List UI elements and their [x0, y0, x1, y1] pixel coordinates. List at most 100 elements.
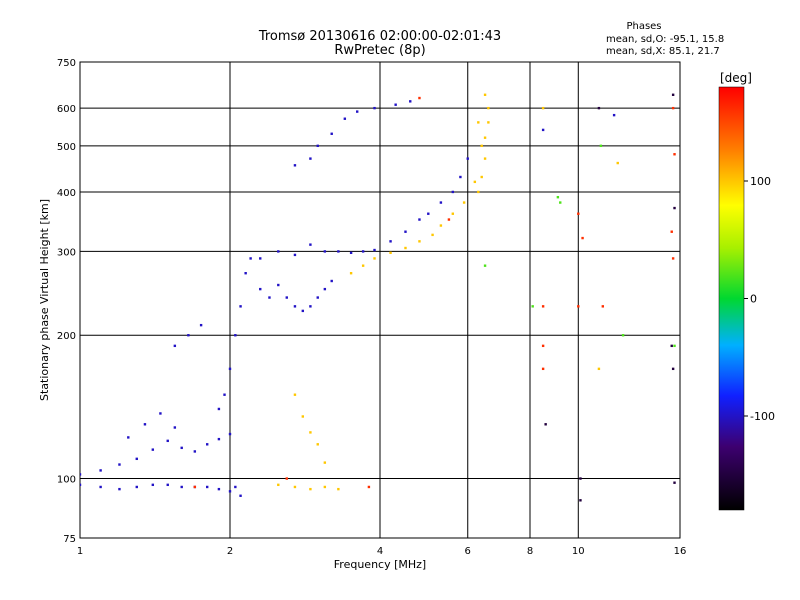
data-point: [349, 251, 353, 255]
data-point: [277, 483, 280, 487]
data-point: [349, 272, 353, 275]
data-point: [541, 367, 545, 371]
data-points: [80, 93, 676, 502]
data-point: [361, 264, 365, 267]
x-tick-label: 6: [465, 546, 471, 557]
data-point: [597, 106, 601, 110]
phase-box-line-x: mean, sd,X: 85.1, 21.7: [606, 46, 720, 57]
colorbar-tick-label: 100: [750, 175, 771, 188]
data-point: [483, 264, 487, 267]
x-axis-label: Frequency [MHz]: [334, 558, 426, 571]
colorbar-tick-label: 0: [750, 293, 757, 306]
x-tick-label: 10: [572, 546, 585, 557]
colorbar-ticks: 100 0 -100: [744, 175, 775, 423]
data-point: [373, 106, 376, 110]
chart-subtitle: RwPretec (8p): [334, 43, 425, 58]
data-point: [234, 334, 237, 337]
data-point: [487, 106, 490, 110]
y-tick-label: 100: [57, 475, 76, 486]
data-point: [487, 121, 490, 124]
data-point: [199, 323, 203, 327]
data-point: [173, 426, 177, 429]
data-point: [367, 485, 371, 489]
data-point: [541, 106, 545, 110]
data-point: [239, 305, 242, 308]
data-point: [673, 344, 676, 348]
x-tick-label: 8: [527, 546, 533, 557]
data-point: [239, 494, 242, 497]
data-point: [477, 121, 480, 124]
data-point: [343, 117, 347, 120]
grid-lines: [80, 62, 680, 538]
data-point: [579, 499, 582, 502]
data-point: [143, 423, 147, 426]
data-point: [673, 206, 676, 210]
data-point: [621, 334, 625, 337]
data-point: [309, 243, 312, 246]
data-point: [166, 483, 169, 487]
data-point: [579, 477, 582, 480]
x-axis-ticks: 1 2 4 6 8 10 16: [77, 546, 687, 557]
data-point: [355, 110, 359, 113]
data-point: [193, 450, 197, 453]
data-point: [541, 344, 545, 348]
data-point: [228, 490, 232, 493]
data-point: [135, 485, 138, 489]
data-point: [223, 393, 226, 396]
data-point: [451, 190, 455, 194]
colorbar: [718, 86, 745, 511]
y-tick-label: 750: [57, 58, 76, 69]
data-point: [670, 230, 673, 233]
y-tick-label: 500: [57, 142, 76, 153]
data-point: [316, 144, 319, 148]
phase-box-line-o: mean, sd,O: -95.1, 15.8: [606, 34, 724, 45]
data-point: [205, 443, 209, 446]
data-point: [439, 201, 443, 204]
data-point: [244, 272, 247, 275]
data-point: [439, 224, 443, 227]
y-tick-label: 300: [57, 247, 76, 258]
y-axis-ticks: 75 100 200 300 400 500 600 750: [57, 58, 76, 545]
data-point: [293, 305, 297, 308]
data-point: [301, 309, 305, 313]
data-point: [409, 100, 412, 103]
data-point: [285, 477, 288, 480]
data-point: [389, 240, 392, 243]
data-point: [480, 144, 483, 148]
data-point: [127, 436, 130, 439]
data-point: [404, 246, 407, 250]
data-point: [373, 257, 376, 260]
data-point: [323, 287, 327, 291]
data-point: [473, 180, 477, 184]
data-point: [249, 257, 252, 260]
data-point: [268, 296, 271, 299]
y-tick-label: 75: [63, 534, 76, 545]
data-point: [616, 161, 619, 165]
data-point: [205, 485, 209, 489]
x-tick-label: 4: [377, 546, 383, 557]
data-point: [447, 218, 451, 221]
data-point: [259, 257, 262, 260]
data-point: [309, 157, 312, 160]
y-tick-label: 400: [57, 188, 76, 199]
data-point: [337, 487, 340, 491]
data-point: [480, 175, 483, 179]
colorbar-label: [deg]: [720, 71, 752, 85]
data-point: [531, 305, 534, 308]
data-point: [316, 443, 319, 446]
x-tick-label: 16: [674, 546, 687, 557]
data-point: [418, 240, 421, 243]
data-point: [259, 287, 262, 291]
data-point: [404, 230, 407, 233]
data-point: [462, 201, 466, 204]
data-point: [541, 128, 545, 132]
data-point: [394, 103, 397, 106]
data-point: [483, 93, 487, 96]
data-point: [80, 473, 82, 476]
data-point: [293, 485, 297, 489]
data-point: [173, 344, 177, 348]
data-point: [135, 457, 138, 461]
data-point: [418, 96, 421, 100]
data-point: [309, 431, 312, 434]
data-point: [99, 485, 102, 489]
